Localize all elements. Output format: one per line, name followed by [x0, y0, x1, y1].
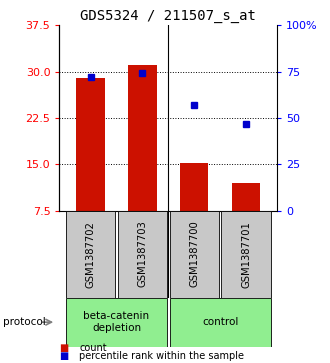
Bar	[76, 78, 105, 211]
Bar	[118, 211, 167, 298]
Text: ■: ■	[59, 343, 69, 353]
Title: GDS5324 / 211507_s_at: GDS5324 / 211507_s_at	[81, 9, 256, 23]
Bar	[232, 183, 260, 211]
Bar	[128, 65, 157, 211]
Text: GSM1387703: GSM1387703	[137, 221, 148, 287]
Text: GSM1387701: GSM1387701	[241, 221, 251, 287]
Text: ■: ■	[59, 351, 69, 361]
Bar	[66, 298, 167, 347]
Text: beta-catenin
depletion: beta-catenin depletion	[83, 311, 149, 333]
Text: control: control	[202, 317, 238, 327]
Bar	[66, 211, 115, 298]
Text: GSM1387700: GSM1387700	[189, 221, 199, 287]
Bar	[221, 211, 271, 298]
Text: count: count	[79, 343, 107, 353]
Text: protocol: protocol	[3, 317, 46, 327]
Text: percentile rank within the sample: percentile rank within the sample	[79, 351, 244, 361]
Bar	[170, 211, 219, 298]
Bar	[170, 298, 271, 347]
Bar	[180, 163, 209, 211]
Text: GSM1387702: GSM1387702	[85, 221, 95, 287]
